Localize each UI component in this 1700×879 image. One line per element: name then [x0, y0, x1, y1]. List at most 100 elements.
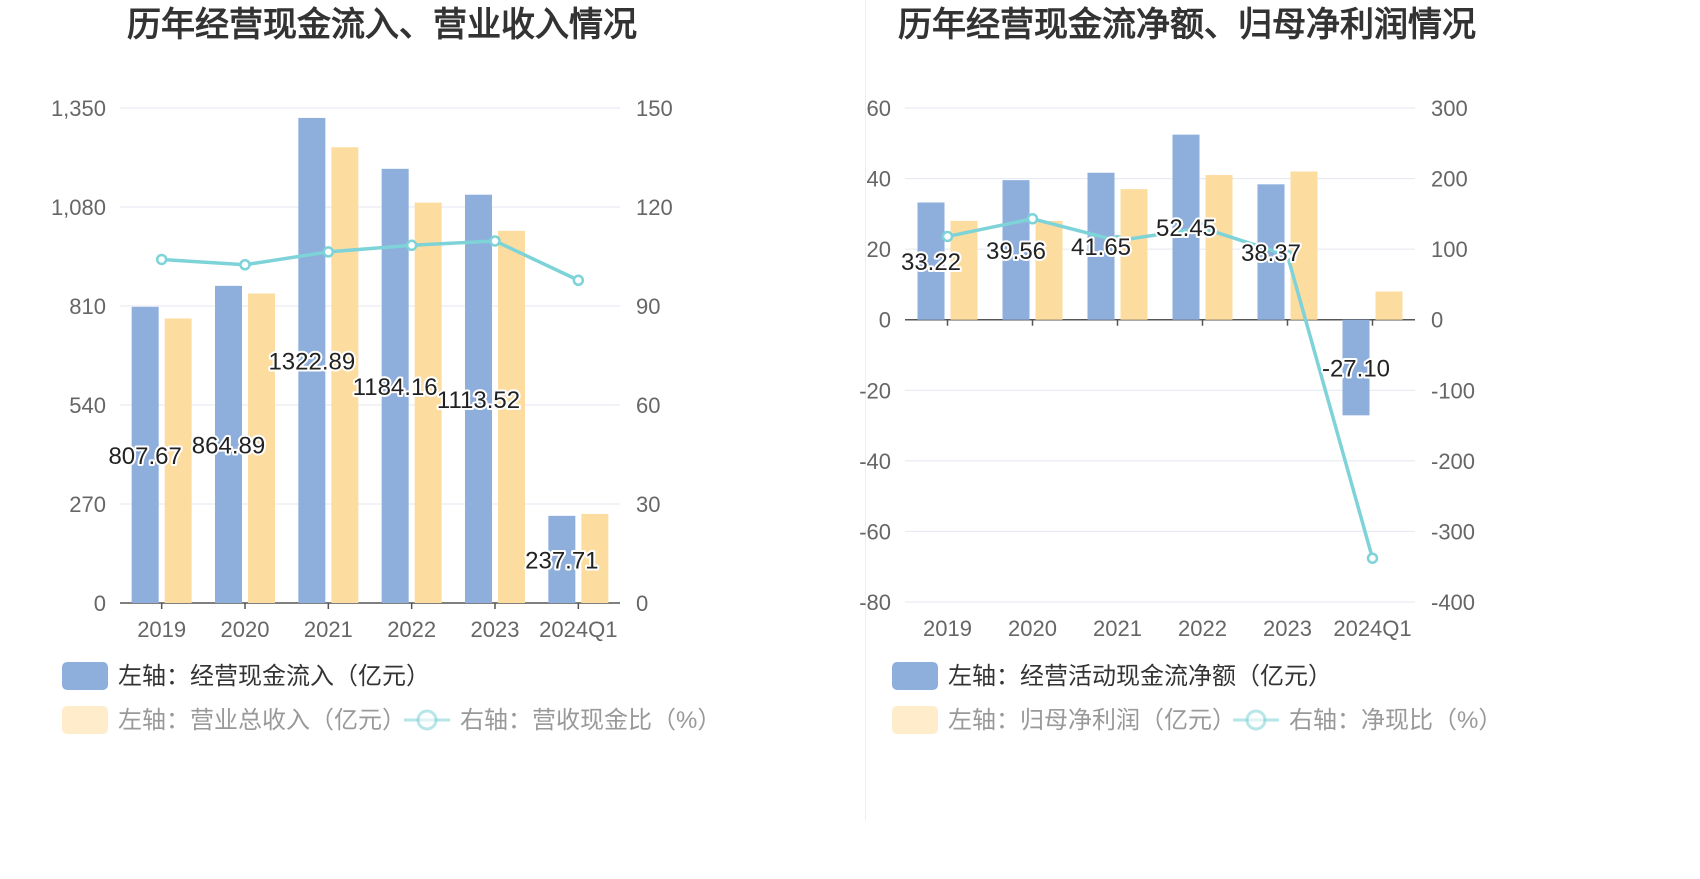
ratio-line-point	[239, 259, 251, 271]
left-axis-tick: 540	[69, 393, 106, 418]
bar-secondary	[1120, 189, 1148, 320]
bar-primary	[381, 168, 409, 604]
bar-data-label: 41.65	[1071, 234, 1131, 261]
x-axis-label: 2024Q1	[539, 617, 617, 642]
left-axis-tick: -40	[859, 449, 891, 474]
right-axis-tick: -200	[1431, 449, 1475, 474]
bar-data-label: 237.71	[525, 547, 598, 574]
legend-label: 左轴：经营活动现金流净额（亿元）	[948, 663, 1332, 690]
chart-net-cash-profit: 历年经营现金流净额、归母净利润情况-80-60-40-200204060-400…	[859, 5, 1502, 734]
chart-panel-cash-inflow: 历年经营现金流入、营业收入情况 0 270 540 810 1,080 1,350 0 30 60…	[0, 0, 850, 874]
left-axis-tick: -80	[859, 590, 891, 615]
left-axis-tick: 1,080	[51, 195, 106, 220]
bar-secondary	[1290, 171, 1318, 320]
left-axis-tick: -60	[859, 519, 891, 544]
right-axis-tick: 30	[636, 492, 660, 517]
bar-secondary	[1035, 220, 1063, 320]
ratio-line-point	[1281, 249, 1294, 262]
bar-secondary	[414, 202, 442, 603]
bar-primary	[1087, 172, 1115, 320]
right-axis-tick: 300	[1431, 96, 1468, 121]
bar-primary	[131, 306, 159, 603]
legend-swatch-point	[416, 709, 438, 731]
bar-secondary	[498, 230, 525, 604]
bar-data-label: 38.37	[1241, 240, 1301, 267]
bar-secondary	[248, 293, 275, 603]
x-axis-label: 2019	[137, 617, 186, 642]
bar-secondary	[581, 513, 609, 603]
legend-swatch-bar	[62, 706, 108, 734]
right-axis-tick: 120	[636, 195, 673, 220]
bar-data-label: 1184.16	[353, 374, 438, 401]
ratio-line-point	[1196, 222, 1209, 234]
bar-primary	[215, 285, 242, 603]
legend-swatch-bar	[892, 706, 938, 734]
left-axis-tick: 40	[867, 167, 891, 192]
ratio-line-point	[1111, 234, 1124, 247]
ratio-line-point	[489, 235, 501, 247]
x-axis-label: 2021	[1093, 616, 1142, 641]
right-axis-tick: -300	[1431, 519, 1475, 544]
bar-secondary	[950, 220, 978, 320]
ratio-line	[161, 239, 580, 282]
legend-swatch-bar	[892, 662, 938, 690]
bar-primary	[465, 194, 492, 603]
x-axis-label: 2023	[1263, 616, 1312, 641]
bar-secondary	[164, 318, 192, 603]
bar-data-label: 33.22	[901, 249, 961, 276]
right-axis-tick: 0	[1431, 308, 1443, 333]
x-axis-label: 2022	[1178, 616, 1227, 641]
bar-data-label: 39.56	[986, 238, 1046, 265]
bar-data-label: 864.89	[192, 432, 265, 459]
left-axis-tick: 20	[867, 237, 891, 262]
legend-label: 左轴：经营现金流入（亿元）	[118, 663, 430, 690]
legend-label: 右轴：净现比（%）	[1289, 707, 1502, 734]
x-axis-label: 2020	[1008, 616, 1057, 641]
bar-data-label: 1113.52	[437, 387, 520, 414]
ratio-line-point	[941, 230, 954, 243]
ratio-line-point	[405, 239, 418, 252]
legend-swatch-bar	[62, 662, 108, 690]
bar-secondary	[331, 147, 359, 603]
left-axis-tick: -20	[859, 378, 891, 403]
left-axis-tick: 0	[94, 591, 106, 616]
bar-data-label: -27.10	[1322, 356, 1390, 383]
right-axis-tick: -400	[1431, 590, 1475, 615]
panel-divider	[865, 0, 866, 820]
legend-label: 右轴：营收现金比（%）	[460, 707, 721, 734]
chart-title: 历年经营现金流净额、归母净利润情况	[898, 5, 1476, 44]
x-axis-label: 2021	[304, 617, 353, 642]
x-axis-label: 2024Q1	[1333, 616, 1411, 641]
bar-primary	[917, 202, 945, 320]
bar-data-label: 52.45	[1156, 215, 1216, 242]
left-axis-tick: 270	[69, 492, 106, 517]
ratio-line	[947, 217, 1375, 559]
legend-label: 左轴：归母净利润（亿元）	[948, 707, 1236, 734]
chart-panel-net-cash-flow: 历年经营现金流净额、归母净利润情况 -80 -60 -40 -20 0 20 40 60 -400…	[850, 0, 1700, 874]
chart-title: 历年经营现金流入、营业收入情况	[127, 5, 637, 44]
right-axis-tick: 100	[1431, 237, 1468, 262]
right-axis-tick: 60	[636, 393, 660, 418]
right-axis-tick: 0	[636, 591, 648, 616]
bar-primary	[548, 515, 576, 603]
ratio-line-point	[1026, 213, 1039, 225]
legend-label: 左轴：营业总收入（亿元）	[118, 707, 406, 734]
chart-cash-inflow-revenue: 历年经营现金流入、营业收入情况 0 270 540 810 1,080 1,350 0 30 60…	[51, 5, 721, 734]
legend-swatch-point	[1245, 709, 1267, 731]
bar-data-label: 1322.89	[268, 348, 355, 375]
left-axis-tick: 0	[879, 308, 891, 333]
right-axis-tick: 150	[636, 96, 673, 121]
left-axis-tick: 60	[867, 96, 891, 121]
x-axis-label: 2019	[923, 616, 972, 641]
right-axis-tick: 200	[1431, 167, 1468, 192]
left-axis-tick: 1,350	[51, 96, 106, 121]
bar-secondary	[1375, 291, 1403, 320]
x-axis-label: 2020	[221, 617, 270, 642]
ratio-line-point	[155, 253, 168, 266]
ratio-line-point	[322, 246, 335, 258]
left-axis-tick: 810	[69, 294, 106, 319]
right-axis-tick: -100	[1431, 378, 1475, 403]
ratio-line-point	[572, 274, 585, 287]
bar-primary	[1172, 134, 1200, 320]
right-axis-tick: 90	[636, 294, 660, 319]
